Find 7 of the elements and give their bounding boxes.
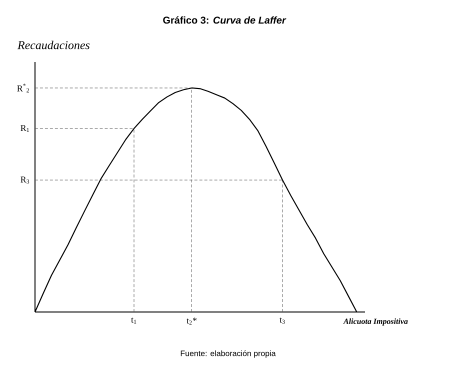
x-tick-label: t$_{1}$ — [131, 318, 136, 324]
y-axis-title: Recaudaciones — [17, 40, 90, 50]
ref-line-label: R$_{3}$ — [20, 176, 30, 184]
x-tick-label: t$_{2}$* — [186, 318, 197, 325]
ref-line-label: R$_{1}$ — [20, 125, 29, 132]
chart-title: Gráfico 3: Curva de Laffer — [163, 16, 286, 24]
x-tick-label: t$_{3}$ — [280, 318, 285, 324]
